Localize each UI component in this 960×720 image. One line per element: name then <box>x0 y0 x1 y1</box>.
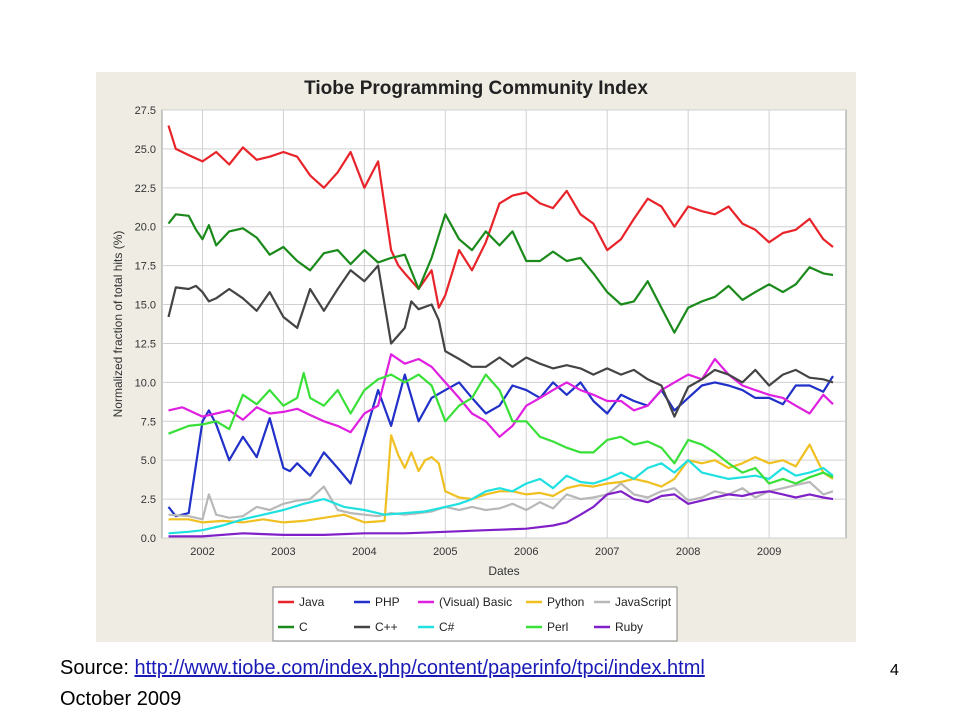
x-tick-label: 2003 <box>271 546 295 558</box>
y-tick-label: 25.0 <box>135 144 156 156</box>
x-tick-label: 2009 <box>757 546 781 558</box>
tiobe-line-chart: Tiobe Programming Community Index 0.0 2.5… <box>111 78 847 642</box>
axis-ticks: 0.0 2.5 5.0 7.5 10.0 12.5 15.0 17.5 20.0 22.5 25.0… <box>135 105 782 558</box>
y-tick-label: 0.0 <box>141 533 156 545</box>
legend-label-ruby: Ruby <box>615 620 643 634</box>
series-lines <box>167 125 834 538</box>
y-tick-label: 27.5 <box>135 105 156 117</box>
legend-label-php: PHP <box>375 595 400 609</box>
legend-label-c: C <box>299 620 308 634</box>
legend-label-perl: Perl <box>547 620 568 634</box>
x-axis-label: Dates <box>488 564 519 578</box>
y-tick-label: 12.5 <box>135 338 156 350</box>
source-prefix: Source: <box>60 657 135 679</box>
x-tick-label: 2007 <box>595 546 619 558</box>
series-line-perl <box>168 371 834 485</box>
y-tick-label: 7.5 <box>141 416 156 428</box>
x-tick-label: 2005 <box>433 546 457 558</box>
y-tick-label: 22.5 <box>135 183 156 195</box>
source-date: October 2009 <box>60 688 182 710</box>
y-axis-label: Normalized fraction of total hits (%) <box>111 231 125 418</box>
x-tick-label: 2008 <box>676 546 700 558</box>
series-line-c <box>167 213 834 334</box>
page-number: 4 <box>890 662 899 679</box>
legend-label-cplusplus: C++ <box>375 620 398 634</box>
series-line-csharp <box>168 459 834 535</box>
y-tick-label: 15.0 <box>135 300 156 312</box>
legend-label-visual-basic: (Visual) Basic <box>439 595 512 609</box>
series-line-java <box>167 125 834 309</box>
x-tick-label: 2002 <box>190 546 214 558</box>
series-line-cplusplus <box>167 264 834 418</box>
series-line-ruby <box>168 490 834 538</box>
x-tick-label: 2004 <box>352 546 376 558</box>
legend-label-python: Python <box>547 595 584 609</box>
chart-panel: Tiobe Programming Community Index 0.0 2.5… <box>96 72 856 642</box>
source-line: Source: http://www.tiobe.com/index.php/c… <box>60 657 705 680</box>
y-tick-label: 17.5 <box>135 261 156 273</box>
legend-label-java: Java <box>299 595 325 609</box>
chart-legend: Java PHP (Visual) Basic Python JavaScript C C+… <box>272 586 678 642</box>
series-line-python <box>168 434 834 524</box>
legend-box <box>272 586 678 642</box>
legend-label-javascript: JavaScript <box>615 595 672 609</box>
x-tick-label: 2006 <box>514 546 538 558</box>
y-tick-label: 10.0 <box>135 377 156 389</box>
y-tick-label: 5.0 <box>141 455 156 467</box>
legend-label-csharp: C# <box>439 620 455 634</box>
chart-title: Tiobe Programming Community Index <box>304 78 648 99</box>
plot-background <box>161 109 847 539</box>
y-tick-label: 20.0 <box>135 222 156 234</box>
series-line-visual-basic <box>168 353 834 438</box>
y-tick-label: 2.5 <box>141 494 156 506</box>
series-line-javascript <box>168 480 834 521</box>
source-link[interactable]: http://www.tiobe.com/index.php/content/p… <box>134 657 705 679</box>
series-line-php <box>167 373 834 518</box>
